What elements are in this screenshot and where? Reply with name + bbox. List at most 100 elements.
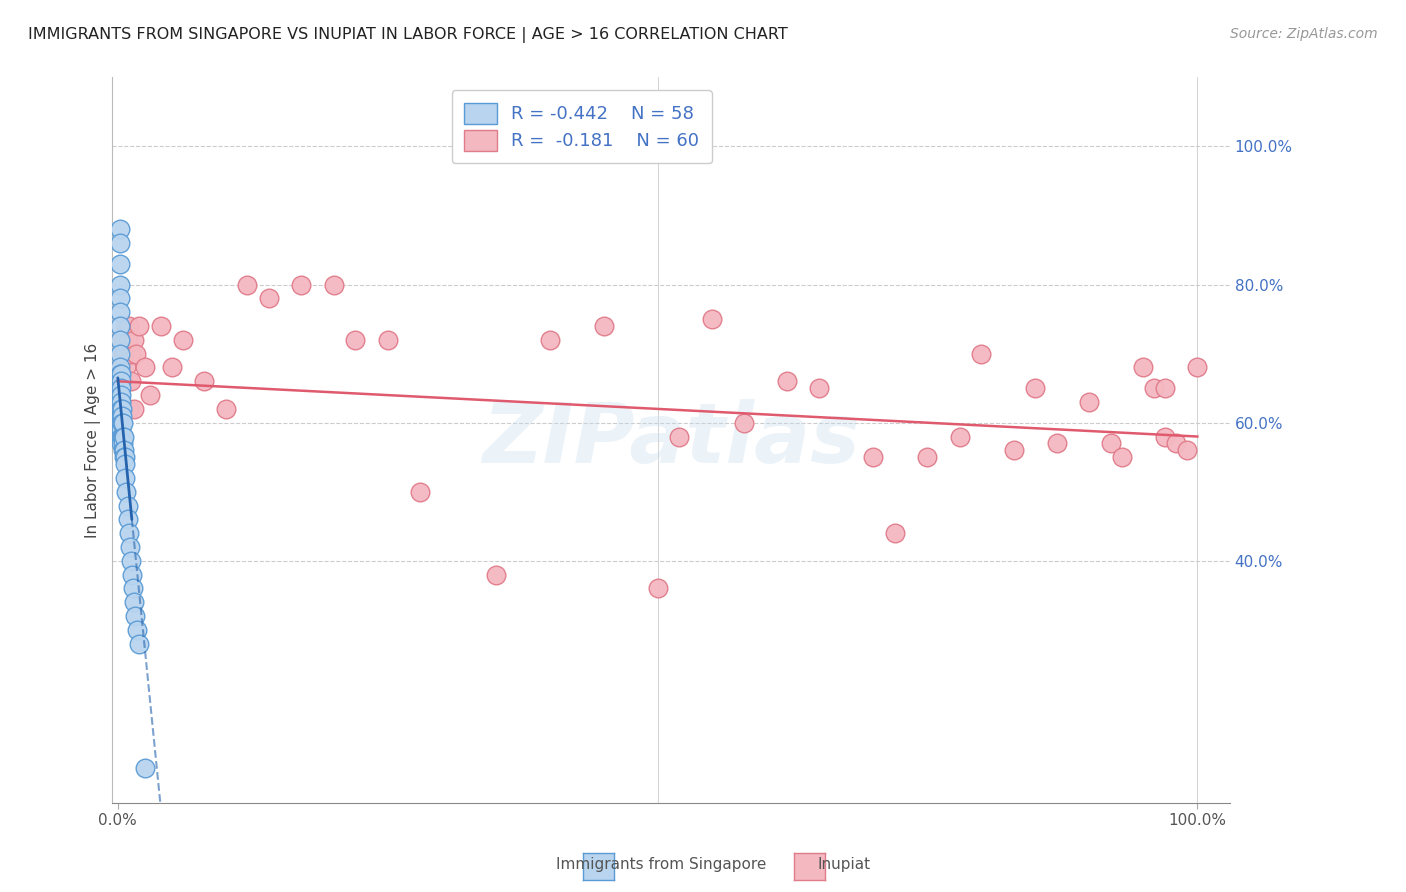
Point bbox=[134, 360, 156, 375]
Point bbox=[112, 333, 135, 347]
Point bbox=[108, 381, 131, 395]
Point bbox=[112, 436, 135, 450]
Point bbox=[344, 333, 367, 347]
Point bbox=[108, 236, 131, 251]
Point bbox=[110, 333, 132, 347]
Point bbox=[1164, 436, 1187, 450]
Point bbox=[128, 637, 150, 651]
Point bbox=[112, 450, 135, 465]
Point bbox=[1132, 360, 1154, 375]
Point bbox=[150, 319, 173, 334]
Point bbox=[114, 457, 136, 471]
Point bbox=[117, 319, 139, 334]
Point bbox=[377, 333, 399, 347]
Point bbox=[117, 499, 139, 513]
Point bbox=[134, 761, 156, 775]
Point bbox=[647, 582, 669, 596]
Point bbox=[115, 360, 138, 375]
Point bbox=[862, 450, 884, 465]
Point bbox=[112, 443, 135, 458]
Text: Immigrants from Singapore: Immigrants from Singapore bbox=[555, 857, 766, 872]
Point bbox=[110, 395, 132, 409]
Point bbox=[110, 381, 132, 395]
Point bbox=[668, 429, 690, 443]
Point bbox=[110, 388, 132, 402]
Point bbox=[290, 277, 312, 292]
Point bbox=[776, 374, 799, 388]
Point bbox=[215, 401, 238, 416]
Point bbox=[120, 554, 142, 568]
Point bbox=[538, 333, 561, 347]
Point bbox=[127, 623, 149, 637]
Point bbox=[160, 360, 183, 375]
Point bbox=[108, 368, 131, 382]
Point bbox=[117, 512, 139, 526]
Point bbox=[108, 333, 131, 347]
Text: Source: ZipAtlas.com: Source: ZipAtlas.com bbox=[1230, 27, 1378, 41]
Point bbox=[110, 423, 132, 437]
Point bbox=[108, 257, 131, 271]
Point bbox=[1078, 395, 1101, 409]
Point bbox=[111, 429, 134, 443]
Point bbox=[122, 595, 145, 609]
Point bbox=[485, 567, 508, 582]
Point bbox=[111, 401, 134, 416]
Point bbox=[108, 346, 131, 360]
Point bbox=[115, 319, 138, 334]
Point bbox=[1154, 429, 1177, 443]
Point bbox=[592, 319, 614, 334]
Point bbox=[114, 374, 136, 388]
Text: IMMIGRANTS FROM SINGAPORE VS INUPIAT IN LABOR FORCE | AGE > 16 CORRELATION CHART: IMMIGRANTS FROM SINGAPORE VS INUPIAT IN … bbox=[28, 27, 787, 43]
Text: Inupiat: Inupiat bbox=[817, 857, 870, 872]
Point bbox=[108, 395, 131, 409]
Point bbox=[236, 277, 259, 292]
Point bbox=[108, 292, 131, 306]
Point bbox=[110, 409, 132, 423]
Point bbox=[110, 401, 132, 416]
Point bbox=[112, 416, 135, 430]
Point bbox=[322, 277, 344, 292]
Point bbox=[115, 484, 138, 499]
Point bbox=[108, 401, 131, 416]
Point bbox=[1187, 360, 1209, 375]
Point bbox=[257, 292, 280, 306]
Point bbox=[193, 374, 215, 388]
Point bbox=[125, 346, 148, 360]
Point bbox=[110, 416, 132, 430]
Point bbox=[122, 333, 145, 347]
Point bbox=[117, 374, 139, 388]
Text: ZIPatlas: ZIPatlas bbox=[482, 400, 860, 481]
Point bbox=[124, 609, 146, 624]
Point bbox=[108, 416, 131, 430]
Point bbox=[108, 374, 131, 388]
Point bbox=[884, 526, 907, 541]
Point bbox=[112, 346, 135, 360]
Point bbox=[114, 346, 136, 360]
Point bbox=[117, 401, 139, 416]
Point bbox=[1143, 381, 1166, 395]
Point bbox=[118, 540, 141, 554]
Point bbox=[110, 429, 132, 443]
Point bbox=[1111, 450, 1133, 465]
Point bbox=[917, 450, 939, 465]
Point bbox=[120, 374, 142, 388]
Point bbox=[114, 450, 136, 465]
Point bbox=[110, 436, 132, 450]
Point bbox=[1002, 443, 1025, 458]
Point bbox=[112, 374, 135, 388]
Point bbox=[108, 319, 131, 334]
Point bbox=[128, 319, 150, 334]
Point bbox=[808, 381, 831, 395]
Point bbox=[409, 484, 432, 499]
Point bbox=[110, 360, 132, 375]
Point bbox=[1154, 381, 1177, 395]
Point bbox=[108, 409, 131, 423]
Point bbox=[108, 429, 131, 443]
Point bbox=[970, 346, 993, 360]
Point bbox=[108, 388, 131, 402]
Point bbox=[733, 416, 755, 430]
Point bbox=[112, 429, 135, 443]
Point bbox=[112, 429, 135, 443]
Point bbox=[114, 471, 136, 485]
Point bbox=[122, 401, 145, 416]
